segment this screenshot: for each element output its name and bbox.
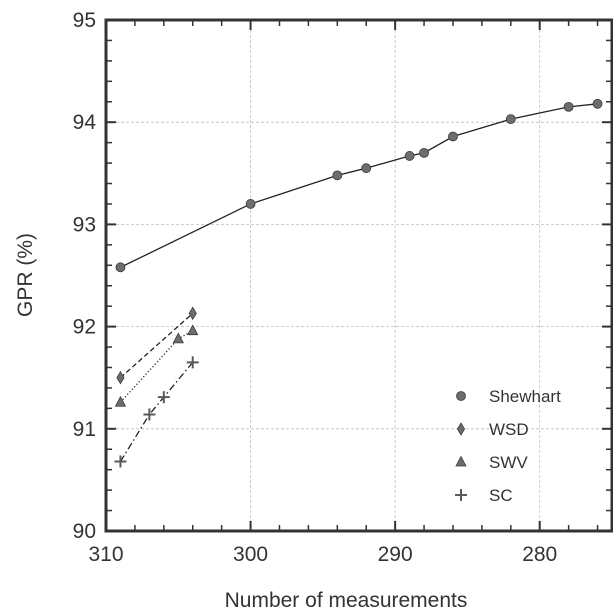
data-point-sc	[114, 455, 127, 468]
legend-label-sc: SC	[489, 486, 513, 505]
legend-label-wsd: WSD	[489, 420, 529, 439]
y-tick-label: 92	[73, 316, 96, 339]
data-point-shewhart	[592, 98, 603, 109]
data-point-swv	[114, 395, 127, 407]
data-point-swv	[187, 324, 199, 336]
y-tick-label: 94	[73, 111, 97, 134]
plot-frame	[104, 18, 613, 533]
series-line-sc	[119, 361, 194, 462]
legend-marker-shewhart	[456, 391, 466, 401]
x-tick-label: 300	[233, 543, 268, 566]
data-point-shewhart	[563, 101, 574, 112]
x-tick-label: 290	[378, 543, 413, 566]
data-point-shewhart	[332, 170, 343, 181]
legend-label-shewhart: Shewhart	[489, 387, 561, 406]
data-point-shewhart	[505, 114, 516, 125]
data-point-wsd	[116, 370, 125, 385]
data-point-sc	[186, 356, 199, 369]
data-point-shewhart	[419, 147, 429, 158]
x-tick-label: 280	[522, 543, 557, 566]
series-line-shewhart	[120, 103, 598, 268]
data-point-sc	[143, 408, 156, 421]
data-point-swv	[172, 332, 184, 344]
grid-lines	[106, 20, 612, 531]
data-point-shewhart	[115, 262, 126, 273]
legend-marker-wsd	[456, 422, 466, 436]
y-tick-label: 95	[73, 9, 96, 32]
data-point-shewhart	[448, 131, 458, 142]
x-tick-label: 310	[88, 543, 123, 566]
legend-marker-sc	[455, 489, 467, 501]
y-tick-label: 91	[73, 418, 96, 441]
y-axis-label: GPR (%)	[14, 233, 37, 317]
axis-ticks	[105, 19, 612, 532]
data-point-wsd	[188, 306, 197, 321]
y-tick-label: 93	[73, 213, 96, 236]
data-point-sc	[157, 391, 170, 404]
y-tick-label: 90	[73, 520, 96, 543]
data-point-shewhart	[404, 151, 415, 161]
series-line-wsd	[120, 312, 194, 379]
legend-marker-swv	[455, 455, 467, 467]
x-axis-label: Number of measurements	[225, 589, 468, 612]
series-markers	[114, 98, 603, 468]
legend: Shewhart WSD SWV SC	[455, 387, 561, 505]
data-point-shewhart	[361, 163, 372, 174]
data-point-shewhart	[245, 199, 256, 209]
legend-label-swv: SWV	[489, 453, 528, 472]
series-lines	[119, 103, 598, 462]
tick-labels: 310 300 290 280 90 91 92 93 94 95	[73, 9, 558, 566]
